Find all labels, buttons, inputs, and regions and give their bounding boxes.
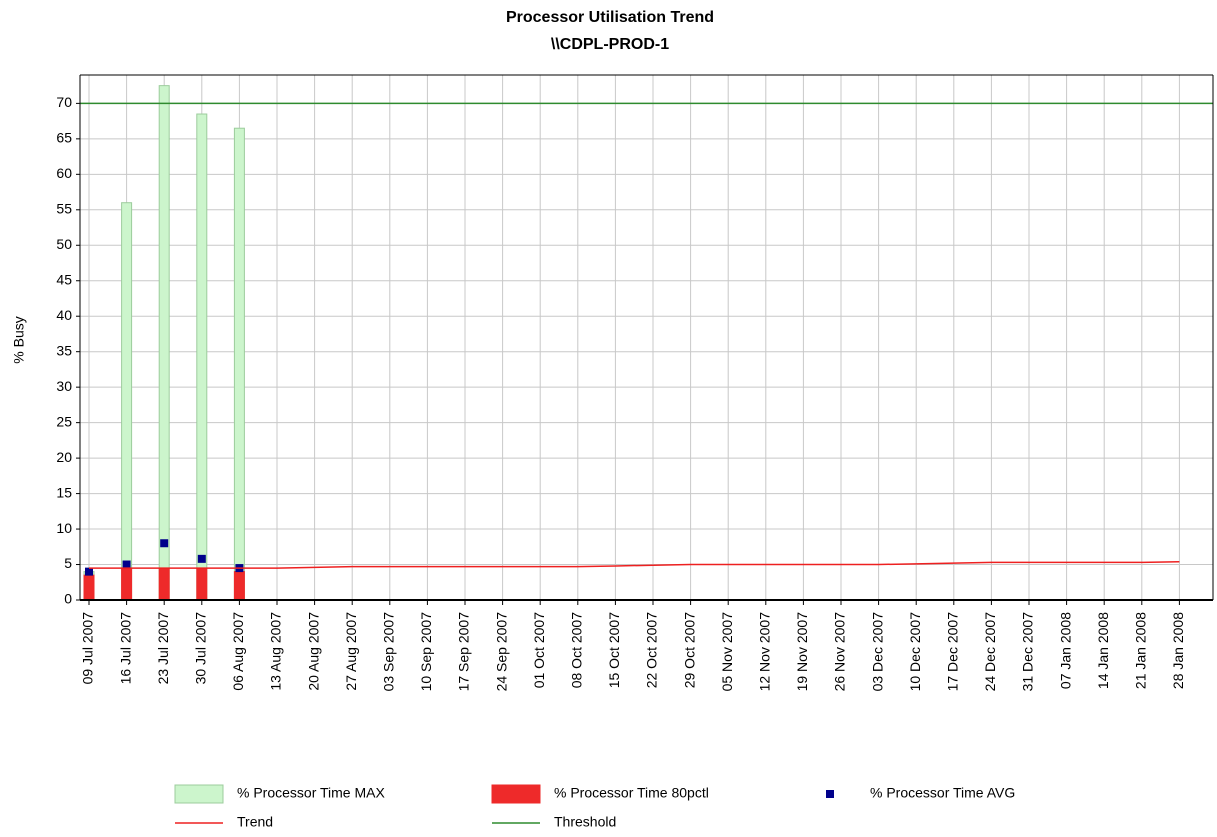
x-tick-label: 21 Jan 2008 bbox=[1133, 612, 1149, 689]
x-tick-label: 30 Jul 2007 bbox=[193, 612, 209, 685]
x-tick-label: 01 Oct 2007 bbox=[531, 612, 547, 688]
legend-swatch bbox=[826, 790, 834, 798]
x-tick-label: 10 Dec 2007 bbox=[907, 612, 923, 692]
legend-label: Trend bbox=[237, 814, 273, 830]
avg-marker bbox=[160, 539, 169, 548]
y-tick-label: 10 bbox=[56, 520, 72, 536]
x-tick-label: 23 Jul 2007 bbox=[155, 612, 171, 685]
y-tick-label: 70 bbox=[56, 94, 72, 110]
y-axis-label: % Busy bbox=[11, 316, 27, 363]
x-tick-label: 13 Aug 2007 bbox=[268, 612, 284, 691]
y-tick-label: 25 bbox=[56, 413, 72, 429]
bar bbox=[233, 571, 245, 601]
trend-line bbox=[89, 560, 1180, 569]
x-tick-label: 14 Jan 2008 bbox=[1095, 612, 1111, 689]
x-tick-label: 03 Sep 2007 bbox=[381, 612, 397, 692]
x-tick-label: 08 Oct 2007 bbox=[569, 612, 585, 688]
legend-label: % Processor Time AVG bbox=[870, 785, 1015, 801]
x-tick-label: 06 Aug 2007 bbox=[230, 612, 246, 691]
chart-subtitle: \\CDPL-PROD-1 bbox=[551, 36, 669, 53]
bar bbox=[158, 567, 170, 601]
y-tick-label: 45 bbox=[56, 271, 72, 287]
bar bbox=[121, 567, 133, 601]
y-tick-label: 0 bbox=[64, 591, 72, 607]
y-tick-label: 50 bbox=[56, 236, 72, 252]
bar bbox=[196, 113, 208, 601]
x-tick-label: 24 Dec 2007 bbox=[982, 612, 998, 692]
x-tick-label: 17 Sep 2007 bbox=[456, 612, 472, 692]
y-tick-label: 60 bbox=[56, 165, 72, 181]
y-tick-label: 30 bbox=[56, 378, 72, 394]
x-tick-label: 22 Oct 2007 bbox=[644, 612, 660, 688]
bar bbox=[158, 85, 170, 601]
x-tick-label: 16 Jul 2007 bbox=[117, 612, 133, 685]
x-tick-label: 12 Nov 2007 bbox=[757, 612, 773, 692]
bar bbox=[121, 202, 133, 601]
x-tick-label: 05 Nov 2007 bbox=[719, 612, 735, 692]
y-tick-label: 55 bbox=[56, 201, 72, 217]
x-tick-label: 27 Aug 2007 bbox=[343, 612, 359, 691]
legend-swatch bbox=[491, 784, 541, 804]
avg-marker bbox=[85, 567, 93, 576]
y-tick-label: 65 bbox=[56, 130, 72, 146]
legend-label: Threshold bbox=[554, 814, 616, 830]
legend-label: % Processor Time MAX bbox=[237, 785, 385, 801]
x-tick-label: 19 Nov 2007 bbox=[794, 612, 810, 692]
y-tick-label: 5 bbox=[64, 555, 72, 571]
legend-swatch bbox=[174, 784, 224, 804]
y-tick-label: 35 bbox=[56, 342, 72, 358]
bar bbox=[196, 567, 208, 601]
x-tick-label: 03 Dec 2007 bbox=[869, 612, 885, 692]
x-tick-label: 20 Aug 2007 bbox=[305, 612, 321, 691]
y-tick-label: 15 bbox=[56, 484, 72, 500]
bar bbox=[233, 127, 245, 601]
x-tick-label: 07 Jan 2008 bbox=[1057, 612, 1073, 689]
x-tick-label: 29 Oct 2007 bbox=[681, 612, 697, 688]
x-tick-label: 10 Sep 2007 bbox=[418, 612, 434, 692]
bar bbox=[83, 574, 95, 601]
legend-label: % Processor Time 80pctl bbox=[554, 785, 709, 801]
x-tick-label: 26 Nov 2007 bbox=[832, 612, 848, 692]
avg-marker bbox=[122, 560, 131, 569]
chart-title: Processor Utilisation Trend bbox=[506, 9, 714, 26]
x-tick-label: 24 Sep 2007 bbox=[493, 612, 509, 692]
x-tick-label: 09 Jul 2007 bbox=[80, 612, 96, 685]
x-tick-label: 15 Oct 2007 bbox=[606, 612, 622, 688]
x-tick-label: 17 Dec 2007 bbox=[945, 612, 961, 692]
y-tick-label: 20 bbox=[56, 449, 72, 465]
x-tick-label: 31 Dec 2007 bbox=[1020, 612, 1036, 692]
y-tick-label: 40 bbox=[56, 307, 72, 323]
x-tick-label: 28 Jan 2008 bbox=[1170, 612, 1186, 689]
avg-marker bbox=[197, 554, 206, 563]
